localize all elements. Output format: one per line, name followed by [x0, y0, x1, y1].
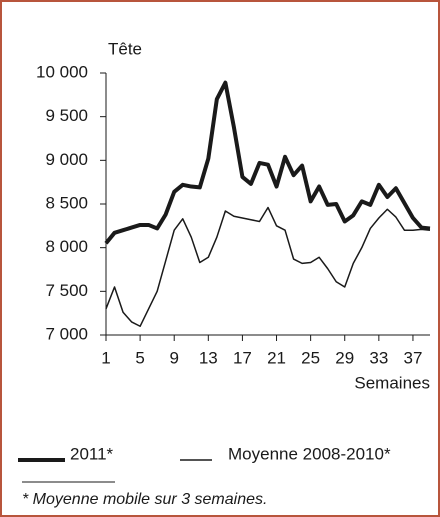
- footnote: * Moyenne mobile sur 3 semaines.: [22, 491, 267, 508]
- x-tick-label: 5: [135, 348, 144, 367]
- y-tick-label: 9 500: [45, 106, 88, 125]
- y-axis-label: Tête: [108, 39, 142, 58]
- x-tick-label: 29: [335, 348, 354, 367]
- y-tick-label: 8 500: [45, 193, 88, 212]
- legend-label: Moyenne 2008-2010*: [228, 444, 391, 463]
- series-line: [105, 206, 431, 328]
- x-tick-label: 33: [369, 348, 388, 367]
- series-line: [104, 80, 431, 245]
- y-tick-label: 7 500: [45, 281, 88, 300]
- x-tick-label: 17: [233, 348, 252, 367]
- y-tick-label: 7 000: [45, 324, 88, 343]
- legend-label: 2011*: [70, 444, 114, 463]
- x-tick-label: 13: [199, 348, 218, 367]
- x-tick-label: 21: [267, 348, 286, 367]
- x-tick-label: 37: [403, 348, 422, 367]
- y-tick-label: 8 000: [45, 237, 88, 256]
- y-tick-label: 10 000: [36, 62, 88, 81]
- x-axis-label: Semaines: [354, 373, 430, 392]
- y-tick-label: 9 000: [45, 150, 88, 169]
- x-tick-label: 25: [301, 348, 320, 367]
- x-tick-label: 1: [101, 348, 110, 367]
- x-tick-label: 9: [169, 348, 178, 367]
